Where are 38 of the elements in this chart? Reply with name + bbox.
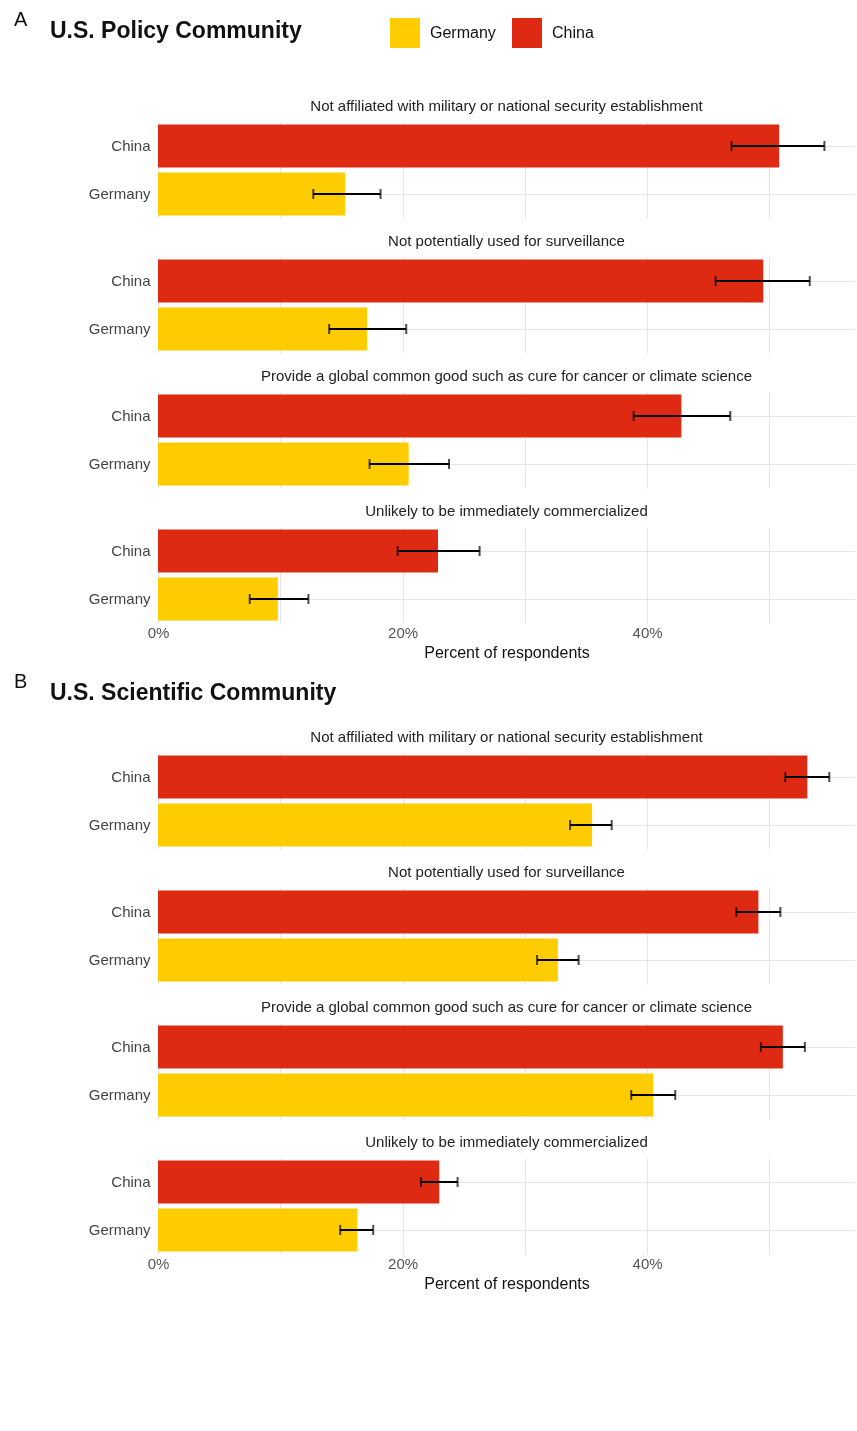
x-tick-label: 0% bbox=[147, 623, 170, 641]
chart-title: U.S. Scientific Community bbox=[50, 679, 337, 705]
text: A bbox=[14, 8, 28, 30]
chart-subtitle: Not affiliated with military or national security establishment bbox=[310, 97, 704, 114]
chart-subtitle: Not affiliated with military or national security establishment bbox=[310, 728, 704, 745]
y-tick-label: Germany bbox=[88, 951, 151, 968]
chart-subtitle: Unlikely to be immediately commercialized bbox=[365, 502, 648, 519]
legend-label: China bbox=[552, 24, 594, 41]
chart-subtitle: Unlikely to be immediately commercialized bbox=[365, 1133, 648, 1150]
chart-subtitle: Not potentially used for surveillance bbox=[388, 863, 625, 880]
chart-title: U.S. Policy Community bbox=[50, 17, 302, 43]
y-tick-label: China bbox=[111, 407, 152, 424]
y-tick-label: Germany bbox=[88, 185, 151, 202]
y-tick-label: Germany bbox=[88, 816, 151, 833]
chart-subtitle: Not potentially used for surveillance bbox=[388, 232, 625, 249]
chart-subtitle: Provide a global common good such as cure for cancer or climate science bbox=[260, 367, 753, 384]
x-tick-label: 0% bbox=[147, 1254, 170, 1272]
y-tick-label: China bbox=[111, 272, 152, 289]
y-tick-label: Germany bbox=[88, 320, 151, 337]
x-tick-label: 20% bbox=[388, 623, 419, 641]
y-tick-label: China bbox=[111, 137, 152, 154]
x-tick-label: 40% bbox=[632, 623, 663, 641]
text: B bbox=[14, 670, 28, 692]
y-tick-label: China bbox=[111, 768, 152, 785]
y-tick-label: Germany bbox=[88, 1086, 151, 1103]
y-tick-label: Germany bbox=[88, 1221, 151, 1238]
legend-label: Germany bbox=[430, 24, 496, 41]
x-axis-title: Percent of respondents bbox=[424, 643, 590, 661]
x-axis-title: Percent of respondents bbox=[424, 1274, 590, 1292]
y-tick-label: Germany bbox=[88, 590, 151, 607]
y-tick-label: China bbox=[111, 1038, 152, 1055]
y-tick-label: Germany bbox=[88, 455, 151, 472]
y-tick-label: China bbox=[111, 542, 152, 559]
y-tick-label: China bbox=[111, 903, 152, 920]
y-tick-label: China bbox=[111, 1173, 152, 1190]
x-tick-label: 20% bbox=[388, 1254, 419, 1272]
x-tick-label: 40% bbox=[632, 1254, 663, 1272]
chart-subtitle: Provide a global common good such as cure for cancer or climate science bbox=[260, 998, 753, 1015]
